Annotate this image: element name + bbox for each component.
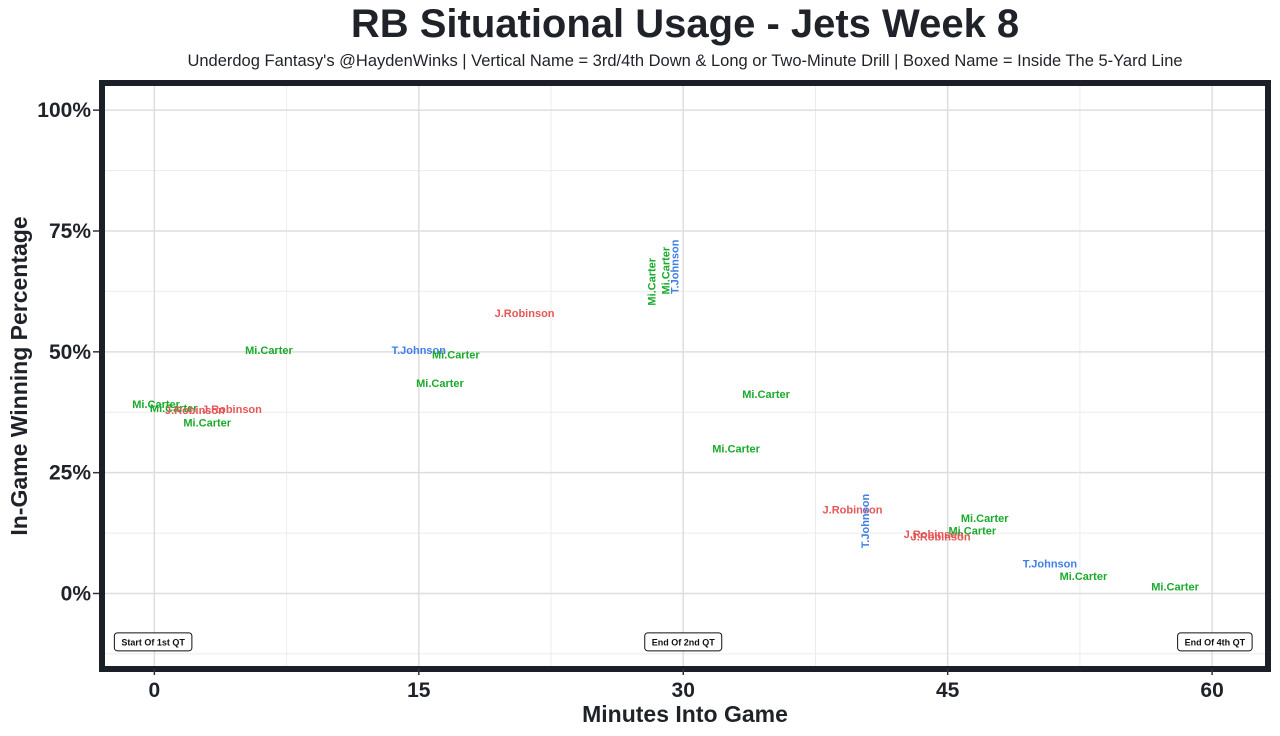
grid-lines [105, 86, 1265, 666]
x-tick-label: 60 [1200, 679, 1223, 702]
player-labels: Mi.CarterMi.CarterJ.RobinsonJ.RobinsonMi… [132, 239, 1199, 593]
x-tick-label: 15 [407, 679, 431, 702]
y-axis-title: In-Game Winning Percentage [6, 216, 32, 535]
player-point-label: Mi.Carter [432, 350, 480, 362]
chart-title: RB Situational Usage - Jets Week 8 [350, 2, 1020, 46]
player-point-label: J.Robinson [202, 404, 262, 416]
player-point-label: Mi.Carter [647, 257, 659, 305]
player-point-label: Mi.Carter [416, 378, 464, 390]
y-tick-label: 25% [49, 462, 91, 485]
player-point-label: J.Robinson [495, 308, 555, 320]
player-point-label: Mi.Carter [961, 513, 1009, 525]
player-point-label: J.Robinson [823, 504, 883, 516]
player-point-label: Mi.Carter [949, 526, 997, 538]
quarter-annotation: End Of 4th QT [1177, 632, 1253, 652]
player-point-label: Mi.Carter [132, 399, 180, 411]
x-tick-label: 45 [936, 679, 960, 702]
quarter-annotation: End Of 2nd QT [644, 632, 723, 652]
chart-subtitle: Underdog Fantasy's @HaydenWinks | Vertic… [187, 52, 1183, 70]
x-tick-label: 0 [149, 679, 161, 702]
y-tick-label: 50% [49, 341, 91, 364]
player-point-label: J.Robinson [911, 531, 971, 543]
x-axis-title: Minutes Into Game [582, 701, 788, 727]
player-point-label: Mi.Carter [661, 246, 673, 294]
player-point-label: J.Robinson [165, 405, 225, 417]
player-point-label: Mi.Carter [183, 417, 231, 429]
x-axis-ticks: 0 15 30 45 60 [149, 669, 1224, 702]
plot-border [99, 80, 1271, 672]
quarter-annotations: Start Of 1st QT End Of 2nd QT End Of 4th Q… [113, 632, 1253, 652]
y-tick-label: 75% [49, 220, 91, 243]
player-point-label: T.Johnson [392, 345, 447, 357]
y-tick-label: 100% [37, 99, 91, 122]
quarter-annotation: Start Of 1st QT [113, 632, 193, 652]
y-tick-label: 0% [61, 583, 92, 606]
player-point-label: Mi.Carter [245, 345, 293, 357]
quarter-annotation-label: End Of 2nd QT [652, 637, 715, 647]
player-point-label: Mi.Carter [712, 444, 760, 456]
quarter-annotation-box [113, 632, 193, 652]
player-point-label: T.Johnson [1023, 559, 1078, 571]
quarter-annotation-label: Start Of 1st QT [121, 637, 185, 647]
player-point-label: T.Johnson [669, 239, 681, 294]
quarter-annotation-box [644, 632, 723, 652]
player-point-label: T.Johnson [860, 494, 872, 549]
quarter-annotation-box [1177, 632, 1253, 652]
player-point-label: Mi.Carter [150, 403, 198, 415]
quarter-annotation-label: End Of 4th QT [1185, 637, 1246, 647]
x-tick-label: 30 [672, 679, 695, 702]
player-point-label: J.Robinson [904, 529, 964, 541]
player-point-label: Mi.Carter [742, 389, 790, 401]
player-point-label: Mi.Carter [1151, 581, 1199, 593]
y-axis-ticks: 0% 25% 50% 75% 100% [37, 99, 99, 606]
player-point-label: Mi.Carter [1060, 571, 1108, 583]
